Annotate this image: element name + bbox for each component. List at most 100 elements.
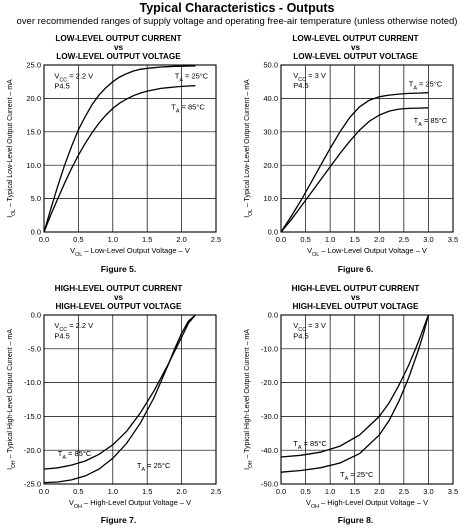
x-tick-label: 1.5 xyxy=(142,235,152,244)
chart-title-line1: HIGH-LEVEL OUTPUT CURRENT xyxy=(291,284,420,293)
y-tick-label: 0.0 xyxy=(31,311,41,320)
chart-annotation: P4.5 xyxy=(54,82,69,91)
chart-annotation: VCC = 3 V xyxy=(293,321,326,333)
y-tick-label: 0.0 xyxy=(31,228,41,237)
x-tick-label: 0.5 xyxy=(300,235,310,244)
chart-plot-fig7: 0.0 0.5 1.0 1.5 2.0 2.5 -25.0 -20.0 -15.0 -10.0 -5… xyxy=(7,311,221,510)
y-axis-label: IOH – Typical High-Level Output Current … xyxy=(244,329,254,470)
y-tick-label: -30.0 xyxy=(261,412,278,421)
x-tick-label: 1.0 xyxy=(108,487,118,496)
x-tick-label: 0.5 xyxy=(73,235,83,244)
x-tick-label: 3.0 xyxy=(423,487,433,496)
series-line xyxy=(280,92,429,233)
chart-annotation: TA = 85°C xyxy=(293,439,327,451)
chart-title-line3: HIGH-LEVEL OUTPUT VOLTAGE xyxy=(292,302,419,311)
figure-caption: Figure 6. xyxy=(337,264,374,274)
x-tick-label: 0.5 xyxy=(73,487,83,496)
y-tick-label: -10.0 xyxy=(261,344,278,353)
x-tick-label: 3.5 xyxy=(448,235,458,244)
x-tick-label: 1.0 xyxy=(325,235,335,244)
page-subtitle: over recommended ranges of supply voltag… xyxy=(16,16,458,27)
plot-frame xyxy=(280,64,454,233)
y-tick-label: 0.0 xyxy=(268,311,278,320)
series-line xyxy=(280,314,430,473)
y-tick-label: 25.0 xyxy=(26,61,41,70)
y-tick-label: -5.0 xyxy=(28,344,41,353)
chart-annotation: VCC = 3 V xyxy=(293,71,326,83)
chart-title-line1: HIGH-LEVEL OUTPUT CURRENT xyxy=(54,284,183,293)
chart-annotation: TA = 25°C xyxy=(409,79,443,91)
y-tick-label: 10.0 xyxy=(26,161,41,170)
chart-annotation: TA = 85°C xyxy=(414,116,448,128)
y-tick-label: 40.0 xyxy=(263,94,278,103)
x-axis-label: VOL – Low-Level Output Voltage – V xyxy=(70,246,190,258)
figure-caption: Figure 7. xyxy=(100,515,137,525)
y-tick-label: -20.0 xyxy=(24,446,41,455)
y-tick-label: -25.0 xyxy=(24,480,41,489)
y-tick-label: 10.0 xyxy=(263,194,278,203)
x-tick-label: 1.5 xyxy=(349,487,359,496)
chart-annotation: TA = 25°C xyxy=(340,470,374,482)
chart-annotation: VCC = 2.2 V xyxy=(54,72,93,84)
page-title: Typical Characteristics - Outputs xyxy=(139,1,335,15)
figure-caption: Figure 5. xyxy=(100,264,137,274)
y-axis-label: IOH – Typical High-Level Output Current … xyxy=(7,329,17,470)
chart-title-line3: LOW-LEVEL OUTPUT VOLTAGE xyxy=(293,52,418,61)
y-tick-label: 20.0 xyxy=(26,94,41,103)
x-tick-label: 1.0 xyxy=(325,487,335,496)
y-tick-label: 50.0 xyxy=(263,61,278,70)
chart-annotation: P4.5 xyxy=(293,331,308,340)
chart-annotation: VCC = 2.2 V xyxy=(54,321,93,333)
y-tick-label: 20.0 xyxy=(263,161,278,170)
chart-annotation: TA = 85°C xyxy=(171,102,205,114)
y-tick-label: -15.0 xyxy=(24,412,41,421)
chart-title-line2: vs xyxy=(350,43,361,52)
x-tick-label: 2.5 xyxy=(211,487,221,496)
x-tick-label: 2.0 xyxy=(374,487,384,496)
chart-title-line2: vs xyxy=(350,293,361,302)
x-axis-label: VOL – Low-Level Output Voltage – V xyxy=(307,246,427,258)
y-tick-label: -50.0 xyxy=(261,480,278,489)
chart-title-line3: LOW-LEVEL OUTPUT VOLTAGE xyxy=(56,52,181,61)
y-tick-label: 5.0 xyxy=(31,194,41,203)
series-line xyxy=(43,85,196,233)
x-tick-label: 2.5 xyxy=(211,235,221,244)
chart-annotation: TA = 25°C xyxy=(137,461,171,473)
x-tick-label: 1.5 xyxy=(142,487,152,496)
y-tick-label: -40.0 xyxy=(261,446,278,455)
y-tick-label: -20.0 xyxy=(261,378,278,387)
x-axis-label: VOH – High-Level Output Voltage – V xyxy=(306,498,428,510)
x-tick-label: 1.5 xyxy=(349,235,359,244)
chart-panel-fig8: HIGH-LEVEL OUTPUT CURRENT vs HIGH-LEVEL … xyxy=(237,280,474,530)
chart-annotation: P4.5 xyxy=(54,331,69,340)
chart-panel-fig5: LOW-LEVEL OUTPUT CURRENT vs LOW-LEVEL OU… xyxy=(0,30,237,278)
plot-frame xyxy=(43,314,217,485)
chart-title-line1: LOW-LEVEL OUTPUT CURRENT xyxy=(292,34,419,43)
chart-annotation: TA = 25°C xyxy=(175,72,209,84)
y-axis-label: IOL – Typical Low-Level Output Current –… xyxy=(244,79,254,218)
x-tick-label: 2.0 xyxy=(374,235,384,244)
x-tick-label: 0.0 xyxy=(39,487,49,496)
chart-panel-fig6: LOW-LEVEL OUTPUT CURRENT vs LOW-LEVEL OU… xyxy=(237,30,474,278)
chart-title-line2: vs xyxy=(113,43,124,52)
x-tick-label: 1.0 xyxy=(108,235,118,244)
x-tick-label: 3.0 xyxy=(423,235,433,244)
figure-caption: Figure 8. xyxy=(337,515,374,525)
y-tick-label: 15.0 xyxy=(26,127,41,136)
x-tick-label: 2.5 xyxy=(399,235,409,244)
series-line xyxy=(43,65,196,233)
series-line xyxy=(280,107,429,233)
x-tick-label: 2.0 xyxy=(176,235,186,244)
chart-panel-fig7: HIGH-LEVEL OUTPUT CURRENT vs HIGH-LEVEL … xyxy=(0,280,237,530)
chart-title-line2: vs xyxy=(113,293,124,302)
chart-annotation: P4.5 xyxy=(293,81,308,90)
y-tick-label: -10.0 xyxy=(24,378,41,387)
chart-annotation: TA = 85°C xyxy=(58,449,92,461)
y-axis-label: IOL – Typical Low-Level Output Current –… xyxy=(7,79,17,218)
series-line xyxy=(280,314,430,458)
chart-title-line1: LOW-LEVEL OUTPUT CURRENT xyxy=(55,34,182,43)
series-line xyxy=(43,314,196,470)
y-tick-label: 0.0 xyxy=(268,228,278,237)
chart-plot-fig5: 0.0 0.5 1.0 1.5 2.0 2.5 0.0 5.0 10.0 15.0 20.0 25.0… xyxy=(7,61,221,258)
series-line xyxy=(43,314,196,484)
